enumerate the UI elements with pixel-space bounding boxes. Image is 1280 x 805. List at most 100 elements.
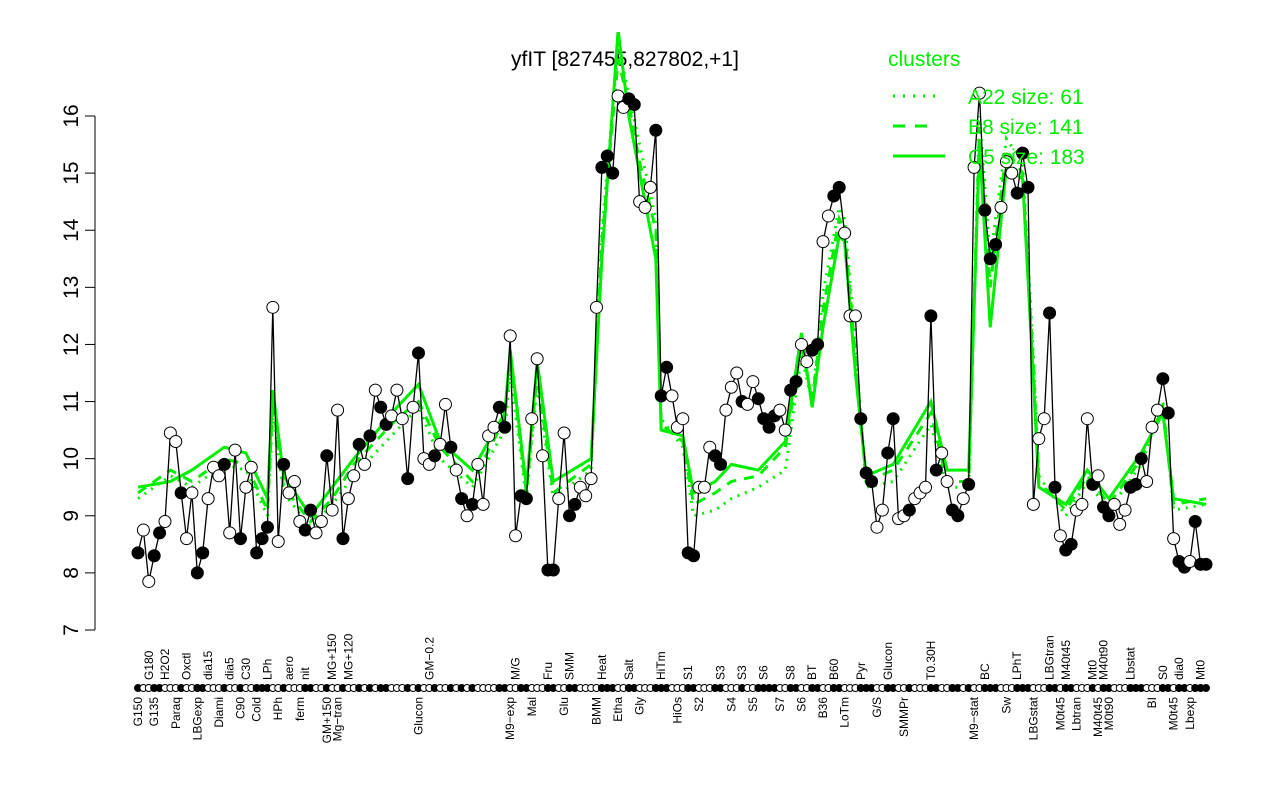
data-point bbox=[331, 403, 345, 417]
x-tick-label: M9−exp bbox=[503, 697, 517, 740]
x-tick-label: SMM bbox=[563, 652, 577, 680]
data-point bbox=[638, 200, 652, 214]
x-tick-label: aero bbox=[282, 656, 296, 680]
legend-label-a22: A22 size: 61 bbox=[968, 86, 1084, 109]
data-point bbox=[341, 492, 355, 506]
data-point bbox=[746, 375, 760, 389]
data-point bbox=[325, 503, 339, 517]
data-point bbox=[811, 337, 825, 351]
data-point bbox=[509, 529, 523, 543]
data-point bbox=[1129, 477, 1143, 491]
data-point bbox=[519, 492, 533, 506]
x-tick-label: S0 bbox=[1156, 665, 1170, 680]
data-point bbox=[724, 380, 738, 394]
data-point bbox=[1107, 497, 1121, 511]
x-tick-label: GM+150 bbox=[320, 697, 334, 744]
x-tick-label: M0t45 bbox=[1167, 697, 1181, 731]
data-point bbox=[1005, 166, 1019, 180]
x-tick-label: LBGstat bbox=[1026, 696, 1040, 740]
x-tick-label: dia0 bbox=[1172, 657, 1186, 680]
data-point bbox=[304, 503, 318, 517]
data-point bbox=[1183, 554, 1197, 568]
data-point bbox=[552, 492, 566, 506]
x-tick-label: G180 bbox=[142, 650, 156, 680]
data-point bbox=[832, 180, 846, 194]
cluster-line-dashed bbox=[137, 58, 1207, 524]
x-tick-label: Glucon bbox=[411, 697, 425, 735]
data-point bbox=[967, 160, 981, 174]
x-tick-label: M0t90 bbox=[1102, 697, 1116, 731]
x-tick-label: S5 bbox=[746, 697, 760, 712]
legend: clusters A22 size: 61 B8 size: 141 C5 si… bbox=[888, 48, 1085, 169]
data-point bbox=[1091, 469, 1105, 483]
data-point bbox=[368, 383, 382, 397]
data-point bbox=[881, 446, 895, 460]
data-point bbox=[428, 449, 442, 463]
data-point bbox=[854, 412, 868, 426]
data-point bbox=[1199, 557, 1213, 571]
data-point bbox=[266, 300, 280, 314]
data-point bbox=[848, 309, 862, 323]
data-point bbox=[314, 514, 328, 528]
data-point bbox=[530, 352, 544, 366]
x-tick-label: M9−stat bbox=[967, 696, 981, 740]
x-tick-label: B60 bbox=[827, 658, 841, 680]
data-point bbox=[595, 160, 609, 174]
data-point bbox=[158, 514, 172, 528]
y-tick-label: 14 bbox=[60, 218, 83, 242]
data-point bbox=[536, 449, 550, 463]
x-tick-label: Glucon bbox=[881, 642, 895, 680]
data-point bbox=[438, 397, 452, 411]
data-point bbox=[730, 366, 744, 380]
data-point bbox=[838, 226, 852, 240]
data-point bbox=[821, 209, 835, 223]
data-point bbox=[223, 526, 237, 540]
x-tick-label: G/S bbox=[870, 697, 884, 718]
data-point bbox=[233, 532, 247, 546]
data-point bbox=[358, 457, 372, 471]
data-point bbox=[287, 475, 301, 489]
y-tick-label: 7 bbox=[60, 624, 83, 636]
y-tick-label: 13 bbox=[60, 276, 83, 299]
data-point bbox=[244, 460, 258, 474]
main-series bbox=[131, 86, 1213, 588]
x-axis-rug: G150 G180 G135 H2O2 Paraq Oxctl LBGexp dia15 Dia… bbox=[131, 633, 1210, 743]
data-point bbox=[1167, 532, 1181, 546]
x-tick-label: LPhT bbox=[1010, 651, 1024, 680]
data-point bbox=[794, 337, 808, 351]
data-point bbox=[406, 400, 420, 414]
x-tick-label: MG+120 bbox=[341, 633, 355, 680]
data-point bbox=[255, 532, 269, 546]
x-tick-label: S4 bbox=[724, 697, 738, 712]
x-tick-label: Etha bbox=[611, 697, 625, 722]
data-point bbox=[1102, 509, 1116, 523]
x-tick-label: Paraq bbox=[169, 697, 183, 729]
data-point bbox=[277, 457, 291, 471]
x-tick-label: Sw bbox=[999, 697, 1013, 714]
x-tick-label: Fru bbox=[541, 662, 555, 680]
y-tick-label: 8 bbox=[60, 567, 83, 579]
x-tick-label: dia5 bbox=[223, 657, 237, 680]
y-tick-label: 9 bbox=[60, 510, 83, 522]
data-point bbox=[320, 449, 334, 463]
data-point bbox=[180, 532, 194, 546]
data-point bbox=[390, 383, 404, 397]
x-tick-label: G135 bbox=[147, 697, 161, 727]
data-point bbox=[697, 480, 711, 494]
data-point bbox=[687, 549, 701, 563]
data-point bbox=[196, 546, 210, 560]
data-point bbox=[1145, 420, 1159, 434]
x-tick-label: Mt0 bbox=[1194, 660, 1208, 680]
data-point bbox=[217, 457, 231, 471]
data-point bbox=[1048, 480, 1062, 494]
data-point bbox=[1113, 517, 1127, 531]
x-tick-label: HiTm bbox=[654, 651, 668, 680]
data-point bbox=[649, 123, 663, 137]
data-point bbox=[444, 440, 458, 454]
data-point bbox=[773, 403, 787, 417]
data-point bbox=[525, 412, 539, 426]
data-point bbox=[169, 435, 183, 449]
data-point bbox=[719, 403, 733, 417]
data-point bbox=[228, 443, 242, 457]
